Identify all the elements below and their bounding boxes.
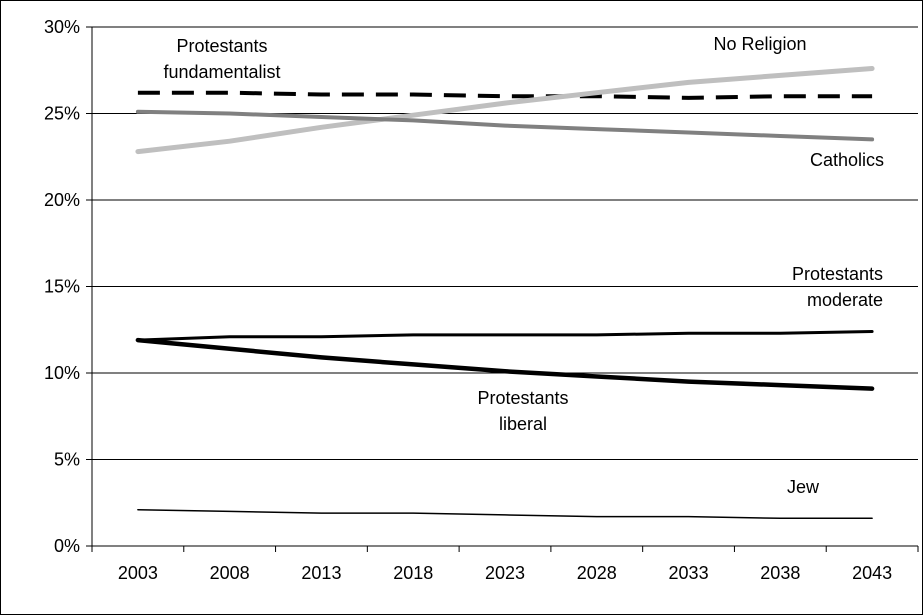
axes: 0% 5% 10% 15% 20% 25% 30% 2003 2008 2013 2018 2023 2… bbox=[44, 17, 919, 583]
y-tick-label: 20% bbox=[44, 190, 80, 210]
y-tick-label: 15% bbox=[44, 277, 80, 297]
x-tick-label: 2013 bbox=[301, 563, 341, 583]
series-label: liberal bbox=[499, 414, 547, 434]
y-tick-label: 0% bbox=[54, 536, 80, 556]
series-label: No Religion bbox=[713, 34, 806, 54]
x-tick-label: 2038 bbox=[760, 563, 800, 583]
series-label: Jew bbox=[787, 477, 820, 497]
x-tick-label: 2008 bbox=[210, 563, 250, 583]
y-tick-label: 25% bbox=[44, 104, 80, 124]
series-label: moderate bbox=[807, 290, 883, 310]
series-labels: Protestants fundamentalist No Religion Cath… bbox=[163, 34, 884, 497]
series-label: Protestants bbox=[176, 36, 267, 56]
y-tick-label: 5% bbox=[54, 450, 80, 470]
series-lines bbox=[135, 66, 875, 520]
series-label: Catholics bbox=[810, 150, 884, 170]
x-tick-label: 2043 bbox=[852, 563, 892, 583]
x-tick-label: 2028 bbox=[577, 563, 617, 583]
series-label: Protestants bbox=[792, 264, 883, 284]
x-tick-label: 2033 bbox=[669, 563, 709, 583]
series-line-jew bbox=[137, 508, 873, 520]
series-label: Protestants bbox=[477, 388, 568, 408]
y-tick-label: 30% bbox=[44, 17, 80, 37]
x-tick-label: 2003 bbox=[118, 563, 158, 583]
series-line-no-religion bbox=[135, 66, 875, 155]
series-line-protestants-liberal bbox=[135, 337, 875, 391]
series-line-catholics bbox=[135, 109, 875, 142]
x-tick-label: 2023 bbox=[485, 563, 525, 583]
x-tick-label: 2018 bbox=[393, 563, 433, 583]
series-line-protestants-moderate bbox=[136, 330, 874, 342]
series-label: fundamentalist bbox=[163, 62, 280, 82]
y-tick-label: 10% bbox=[44, 363, 80, 383]
series-line-protestants-fundamentalist bbox=[137, 90, 873, 100]
